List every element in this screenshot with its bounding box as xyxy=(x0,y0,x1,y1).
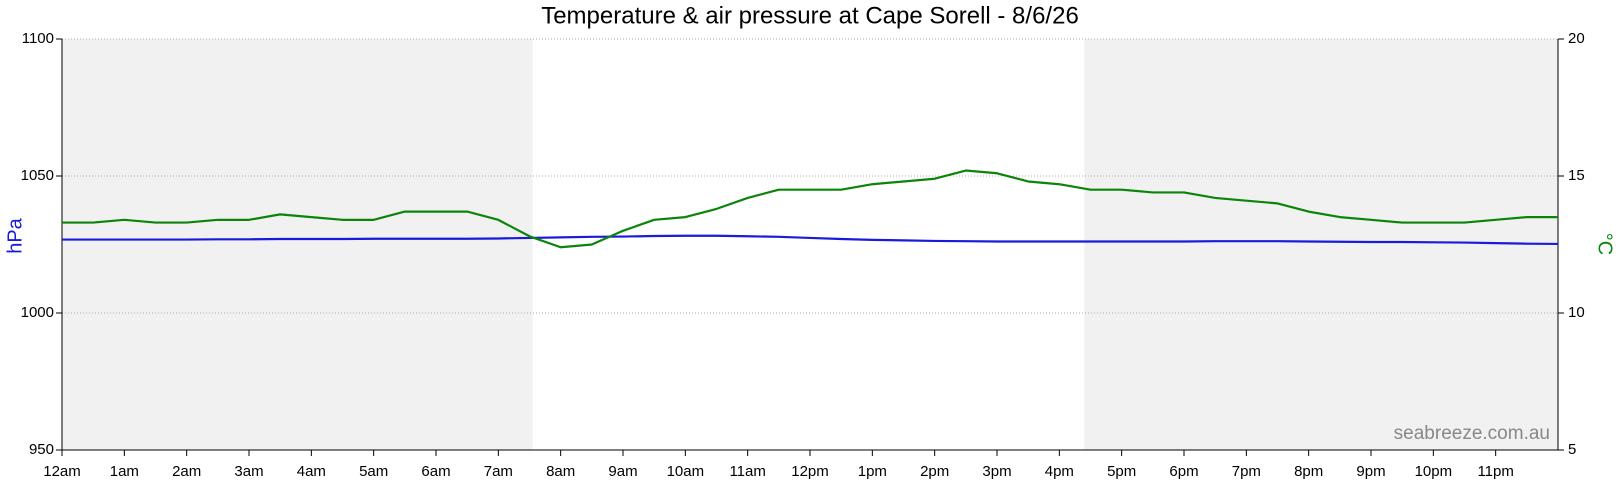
y-tick-label: 1100 xyxy=(22,30,54,47)
x-tick-label: 3pm xyxy=(982,463,1011,480)
x-tick-label: 4pm xyxy=(1045,463,1074,480)
x-tick-label: 8pm xyxy=(1294,463,1323,480)
x-tick-label: 5pm xyxy=(1107,463,1136,480)
x-tick-label: 12am xyxy=(43,463,81,480)
x-tick-label: 7am xyxy=(484,463,513,480)
y-axis-label: hPa xyxy=(4,217,26,253)
x-tick-label: 1pm xyxy=(858,463,887,480)
x-tick-label: 3am xyxy=(234,463,263,480)
series-line xyxy=(62,234,1559,246)
x-tick-label: 10pm xyxy=(1415,463,1453,480)
x-tick-label: 2am xyxy=(172,463,201,480)
x-tick-label: 6pm xyxy=(1169,463,1198,480)
y2-tick-label: 10 xyxy=(1568,304,1585,321)
y2-tick-label: 20 xyxy=(1568,30,1585,47)
x-tick-label: 8am xyxy=(546,463,575,480)
y2-tick-label: 15 xyxy=(1568,167,1585,184)
series-line xyxy=(62,169,1558,249)
y2-tick-label: 5 xyxy=(1568,441,1576,458)
watermark: seabreeze.com.au xyxy=(1394,423,1550,444)
x-tick-label: 4am xyxy=(297,463,326,480)
y-tick-label: 950 xyxy=(29,441,54,458)
x-tick-label: 1am xyxy=(110,463,139,480)
x-tick-label: 6am xyxy=(421,463,450,480)
x-tick-label: 12pm xyxy=(791,463,829,480)
x-tick-label: 11pm xyxy=(1477,463,1513,480)
chart-title: Temperature & air pressure at Cape Sorel… xyxy=(541,2,1079,29)
x-tick-label: 5am xyxy=(359,463,388,480)
x-tick-label: 9am xyxy=(608,463,637,480)
x-tick-label: 10am xyxy=(667,463,705,480)
x-tick-label: 2pm xyxy=(920,463,949,480)
y2-axis-label: °C xyxy=(1594,233,1616,255)
x-tick-label: 9pm xyxy=(1356,463,1385,480)
night-shading xyxy=(1084,39,1558,450)
y-tick-label: 1000 xyxy=(21,304,54,321)
night-shading xyxy=(62,39,533,450)
x-tick-label: 7pm xyxy=(1232,463,1261,480)
y-tick-label: 1050 xyxy=(21,167,54,184)
x-tick-label: 11am xyxy=(729,463,765,480)
